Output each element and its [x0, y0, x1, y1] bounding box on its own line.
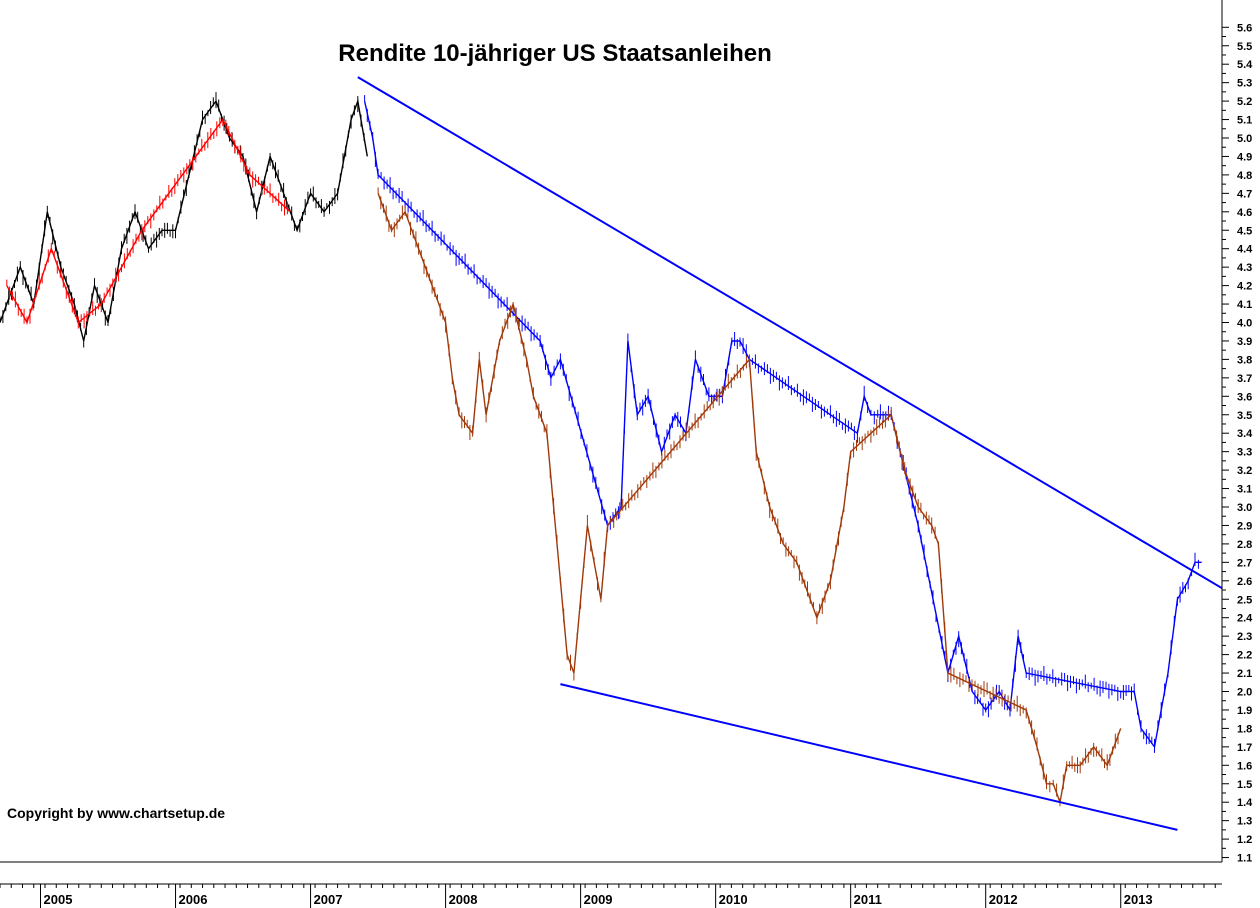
y-tick-label-1: 1.2	[1237, 834, 1252, 846]
y-tick-label-26: 3.7	[1237, 373, 1252, 385]
y-tick-label-16: 2.7	[1237, 557, 1252, 569]
y-tick-label-30: 4.1	[1237, 299, 1252, 311]
x-tick-label-0: 2005	[44, 892, 73, 907]
y-tick-label-23: 3.4	[1237, 428, 1253, 440]
y-tick-label-45: 5.6	[1237, 22, 1252, 34]
y-tick-label-7: 1.8	[1237, 723, 1252, 735]
series-3	[377, 187, 1122, 807]
y-tick-label-21: 3.2	[1237, 465, 1252, 477]
y-tick-label-39: 5.0	[1237, 133, 1252, 145]
trendline-layer	[357, 76, 1223, 831]
y-tick-label-6: 1.7	[1237, 742, 1252, 754]
chart-title: Rendite 10-jähriger US Staatsanleihen	[338, 40, 771, 67]
y-tick-label-9: 2.0	[1237, 687, 1252, 699]
y-tick-label-14: 2.5	[1237, 594, 1252, 606]
x-tick-label-7: 2012	[989, 892, 1018, 907]
series-layer	[0, 92, 1202, 807]
y-tick-label-24: 3.5	[1237, 410, 1252, 422]
x-tick-label-5: 2010	[719, 892, 748, 907]
y-tick-label-10: 2.1	[1237, 668, 1252, 680]
y-tick-label-34: 4.5	[1237, 225, 1252, 237]
y-tick-label-3: 1.4	[1237, 797, 1253, 809]
x-tick-label-3: 2008	[449, 892, 478, 907]
series-1	[6, 117, 291, 329]
y-tick-label-22: 3.3	[1237, 447, 1252, 459]
y-tick-label-38: 4.9	[1237, 151, 1252, 163]
trendline-upper	[357, 76, 1223, 590]
y-tick-label-29: 4.0	[1237, 318, 1252, 330]
y-tick-label-41: 5.2	[1237, 96, 1252, 108]
y-tick-label-4: 1.5	[1237, 779, 1252, 791]
y-tick-label-35: 4.6	[1237, 207, 1252, 219]
y-tick-label-33: 4.4	[1237, 244, 1253, 256]
y-tick-label-2: 1.3	[1237, 816, 1252, 828]
y-tick-label-19: 3.0	[1237, 502, 1252, 514]
y-tick-label-20: 3.1	[1237, 484, 1252, 496]
y-tick-label-11: 2.2	[1237, 650, 1252, 662]
x-tick-label-8: 2013	[1124, 892, 1153, 907]
y-tick-label-18: 2.9	[1237, 520, 1252, 532]
y-tick-label-42: 5.3	[1237, 78, 1252, 90]
x-tick-label-6: 2011	[854, 892, 882, 907]
y-tick-label-37: 4.8	[1237, 170, 1252, 182]
x-tick-label-1: 2006	[179, 892, 208, 907]
y-tick-label-36: 4.7	[1237, 188, 1252, 200]
y-tick-label-43: 5.4	[1237, 59, 1253, 71]
y-tick-label-12: 2.3	[1237, 631, 1252, 643]
y-tick-label-31: 4.2	[1237, 281, 1252, 293]
y-tick-label-5: 1.6	[1237, 760, 1252, 772]
series-2	[363, 95, 1202, 753]
trendline-lower	[560, 683, 1178, 831]
y-tick-label-15: 2.6	[1237, 576, 1252, 588]
y-axis: 1.1 1.2 1.3 1.4 1.5 1.6 1.7 1.8 1.9 2.0 2.1 2.2 2.3 2…	[1222, 22, 1253, 865]
x-tick-label-2: 2007	[314, 892, 343, 907]
y-tick-label-0: 1.1	[1237, 853, 1252, 865]
y-tick-label-32: 4.3	[1237, 262, 1252, 274]
y-tick-label-8: 1.9	[1237, 705, 1252, 717]
y-tick-label-44: 5.5	[1237, 41, 1252, 53]
y-tick-label-25: 3.6	[1237, 391, 1252, 403]
x-axis: 2005 2006 2007 2008 2009 2010 2011 2012 2013	[0, 884, 1216, 908]
x-tick-label-4: 2009	[584, 892, 613, 907]
y-tick-label-27: 3.8	[1237, 354, 1252, 366]
y-tick-label-13: 2.4	[1237, 613, 1253, 625]
y-tick-label-40: 5.1	[1237, 115, 1252, 127]
copyright-text: Copyright by www.chartsetup.de	[7, 805, 225, 821]
y-tick-label-17: 2.8	[1237, 539, 1252, 551]
y-tick-label-28: 3.9	[1237, 336, 1252, 348]
